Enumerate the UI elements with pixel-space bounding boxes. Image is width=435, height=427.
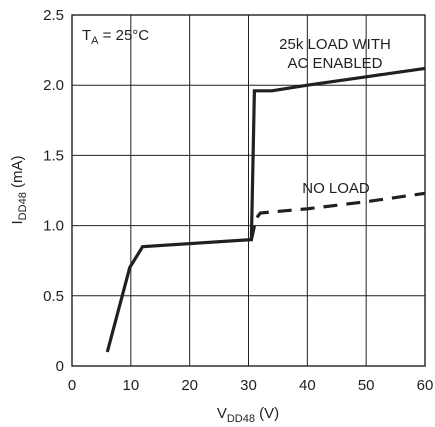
temperature-annotation: TA = 25°C <box>82 27 149 47</box>
x-tick-label-2: 20 <box>181 377 198 394</box>
x-tick-label-6: 60 <box>417 377 434 394</box>
y-tick-label-4: 2.0 <box>43 77 64 94</box>
series-line-no-load <box>249 191 426 240</box>
x-tick-labels: 0 10 20 30 40 50 60 <box>68 377 434 394</box>
series-label-25k-load-line-1: 25k LOAD WITH <box>279 36 391 53</box>
series-label-no-load: NO LOAD <box>302 180 370 197</box>
x-tick-label-4: 40 <box>299 377 316 394</box>
x-tick-label-1: 10 <box>122 377 139 394</box>
y-tick-label-3: 1.5 <box>43 147 64 164</box>
grid <box>72 15 425 366</box>
y-axis-title: IDD48 (mA) <box>9 156 29 225</box>
x-axis-title: VDD48 (V) <box>217 405 279 425</box>
y-tick-label-1: 0.5 <box>43 288 64 305</box>
series-label-25k-load-line-2: AC ENABLED <box>287 55 382 72</box>
x-tick-label-0: 0 <box>68 377 76 394</box>
y-tick-label-0: 0 <box>56 358 64 375</box>
y-tick-labels: 0 0.5 1.0 1.5 2.0 2.5 <box>43 7 64 375</box>
y-tick-label-5: 2.5 <box>43 7 64 24</box>
plot-frame <box>71 14 426 367</box>
y-tick-label-2: 1.0 <box>43 218 64 235</box>
x-tick-label-5: 50 <box>358 377 375 394</box>
x-tick-label-3: 30 <box>240 377 257 394</box>
series-line-25k-load <box>105 66 426 353</box>
